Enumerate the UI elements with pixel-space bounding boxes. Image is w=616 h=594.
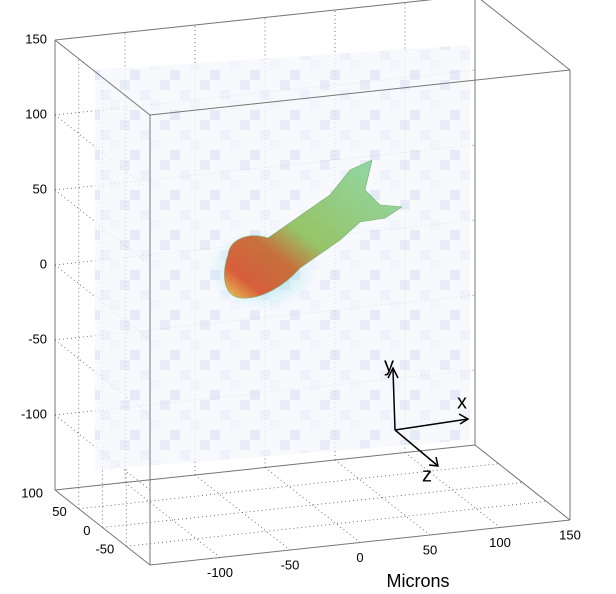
cell-isosurface — [207, 159, 403, 310]
axes-glyph — [387, 366, 470, 467]
glyph-z-arrow — [394, 429, 439, 467]
glyph-z-label: z — [422, 464, 432, 486]
z-tick-label: 50 — [52, 504, 66, 519]
ticks: -100 -50 0 50 100 150 -100 -50 0 50 100 150 -50 0 50 10… — [21, 31, 581, 580]
box-edge — [474, 444, 571, 521]
grid-line — [78, 463, 499, 510]
glyph-y-head — [387, 366, 399, 379]
y-tick-label: -100 — [21, 406, 47, 421]
y-tick-label: 0 — [40, 256, 47, 271]
y-tick-label: 100 — [25, 106, 47, 121]
grid-line — [334, 459, 431, 536]
glyph-y-arrow — [392, 369, 396, 431]
x-tick-label: -100 — [207, 565, 233, 580]
box-edge — [54, 444, 476, 491]
box-edge — [54, 39, 151, 116]
cell-body — [224, 159, 403, 299]
glyph-z-head — [428, 456, 439, 467]
x-tick-label: 100 — [489, 535, 511, 550]
x-tick-label: 150 — [559, 527, 581, 542]
grid-line — [126, 500, 547, 547]
x-tick-label: 0 — [356, 550, 363, 565]
grid-line — [54, 0, 433, 41]
grid-line — [264, 467, 361, 543]
x-tick-label: -50 — [281, 557, 300, 572]
z-tick-label: 100 — [21, 485, 43, 500]
y-tick-label: -50 — [28, 331, 47, 346]
box-edge — [54, 489, 151, 566]
x-axis-label: Microns — [386, 571, 449, 591]
z-tick-label: 0 — [83, 523, 90, 538]
grid-line — [102, 482, 523, 528]
box — [54, 0, 571, 566]
glyph-x-label: x — [457, 391, 467, 413]
box-edge — [149, 69, 571, 116]
glyph-x-arrow — [394, 418, 469, 431]
y-tick-label: 150 — [25, 31, 47, 46]
grid-line — [124, 482, 221, 558]
glyph-y-label: y — [384, 354, 394, 376]
y-tick-label: 50 — [33, 181, 47, 196]
box-edge — [480, 0, 571, 71]
z-tick-label: -50 — [95, 542, 114, 557]
x-tick-label: 50 — [423, 542, 437, 557]
glyph-x-head — [458, 413, 470, 425]
box-edge — [54, 0, 434, 41]
box-edge — [149, 519, 571, 566]
